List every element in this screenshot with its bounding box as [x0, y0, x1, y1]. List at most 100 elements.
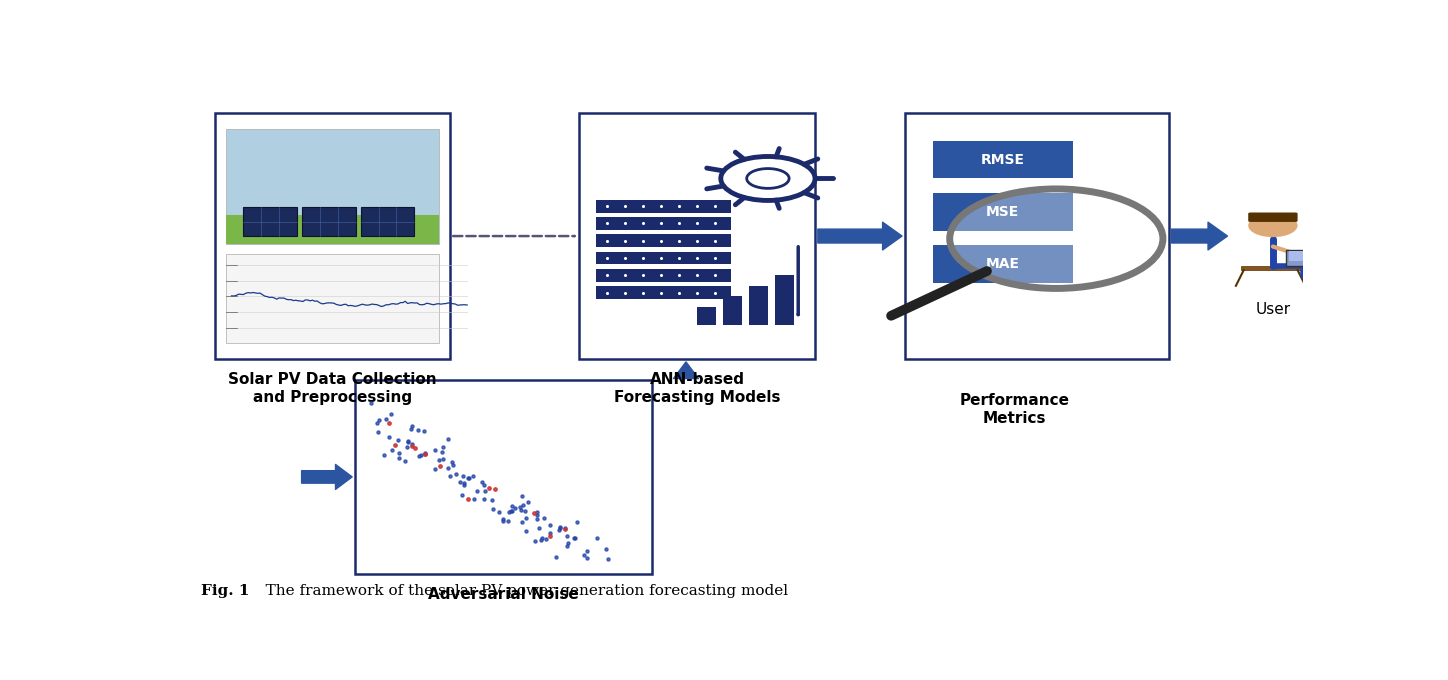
Point	[597, 554, 620, 564]
FancyBboxPatch shape	[243, 207, 297, 236]
Point	[430, 446, 453, 457]
Point	[575, 545, 598, 556]
Point	[388, 447, 411, 458]
Point	[432, 454, 455, 464]
Point	[456, 494, 479, 505]
Point	[429, 460, 452, 471]
Point	[381, 444, 404, 455]
Point	[533, 512, 556, 523]
Point	[408, 450, 432, 461]
Point	[488, 507, 511, 517]
FancyBboxPatch shape	[303, 207, 356, 236]
Text: User: User	[1255, 301, 1290, 316]
Point	[387, 435, 410, 445]
Point	[472, 479, 495, 490]
Point	[384, 440, 407, 451]
Point	[471, 476, 494, 487]
Point	[450, 471, 473, 481]
Point	[501, 505, 524, 516]
FancyBboxPatch shape	[226, 215, 439, 244]
Point	[397, 437, 420, 448]
FancyBboxPatch shape	[933, 193, 1073, 231]
Point	[526, 513, 549, 524]
Text: ANN-based
Forecasting Models: ANN-based Forecasting Models	[614, 372, 780, 405]
Point	[401, 439, 424, 449]
FancyBboxPatch shape	[723, 296, 741, 325]
Point	[424, 444, 447, 455]
Point	[524, 536, 547, 547]
FancyBboxPatch shape	[933, 141, 1073, 178]
Text: Performance
Metrics: Performance Metrics	[959, 393, 1069, 426]
FancyBboxPatch shape	[1248, 212, 1297, 222]
Point	[517, 496, 540, 507]
FancyBboxPatch shape	[1289, 251, 1331, 260]
Point	[515, 526, 539, 537]
Text: MAE: MAE	[986, 257, 1019, 271]
Point	[534, 533, 557, 544]
Point	[539, 528, 562, 539]
Point	[539, 520, 562, 530]
Point	[484, 483, 507, 494]
Point	[565, 516, 588, 527]
Point	[462, 494, 485, 505]
Point	[500, 505, 523, 516]
Point	[427, 455, 450, 466]
FancyBboxPatch shape	[775, 275, 794, 325]
Point	[413, 426, 436, 437]
FancyBboxPatch shape	[698, 307, 717, 325]
Point	[473, 485, 497, 496]
Point	[553, 522, 576, 533]
Point	[394, 456, 417, 466]
Point	[508, 505, 531, 515]
FancyBboxPatch shape	[597, 200, 731, 212]
Point	[556, 537, 579, 548]
FancyBboxPatch shape	[597, 252, 731, 265]
Point	[510, 490, 533, 501]
Point	[473, 494, 497, 505]
Point	[504, 502, 527, 513]
Point	[514, 513, 537, 524]
Point	[586, 532, 610, 543]
Point	[497, 515, 520, 526]
Point	[510, 516, 533, 527]
Text: MSE: MSE	[986, 205, 1019, 219]
Circle shape	[1248, 214, 1297, 237]
Text: Fig. 1: Fig. 1	[201, 583, 249, 598]
Point	[501, 501, 524, 512]
Point	[376, 418, 400, 428]
Point	[374, 449, 397, 460]
Point	[447, 477, 471, 488]
Point	[361, 397, 384, 408]
Point	[450, 490, 473, 500]
Point	[497, 506, 520, 517]
Point	[572, 549, 595, 560]
Point	[575, 552, 598, 563]
FancyBboxPatch shape	[1241, 266, 1303, 270]
Point	[375, 413, 398, 424]
Point	[530, 532, 553, 543]
Point	[442, 460, 465, 471]
Point	[407, 425, 430, 436]
Text: RMSE: RMSE	[980, 152, 1024, 167]
FancyBboxPatch shape	[226, 129, 439, 244]
Point	[523, 508, 546, 519]
Point	[413, 448, 436, 459]
Point	[478, 482, 501, 493]
Point	[400, 424, 423, 435]
Point	[379, 409, 403, 420]
Point	[432, 442, 455, 453]
Point	[508, 501, 531, 512]
FancyBboxPatch shape	[597, 217, 731, 230]
Point	[563, 532, 586, 543]
Point	[482, 503, 505, 514]
Point	[526, 509, 549, 520]
FancyBboxPatch shape	[361, 207, 414, 236]
Point	[491, 514, 514, 525]
Text: The framework of the solar PV power generation forecasting model: The framework of the solar PV power gene…	[251, 583, 788, 598]
Point	[368, 415, 391, 426]
FancyBboxPatch shape	[1286, 250, 1341, 266]
Circle shape	[950, 189, 1163, 288]
FancyBboxPatch shape	[905, 113, 1169, 359]
Point	[436, 462, 459, 473]
Point	[549, 522, 572, 533]
